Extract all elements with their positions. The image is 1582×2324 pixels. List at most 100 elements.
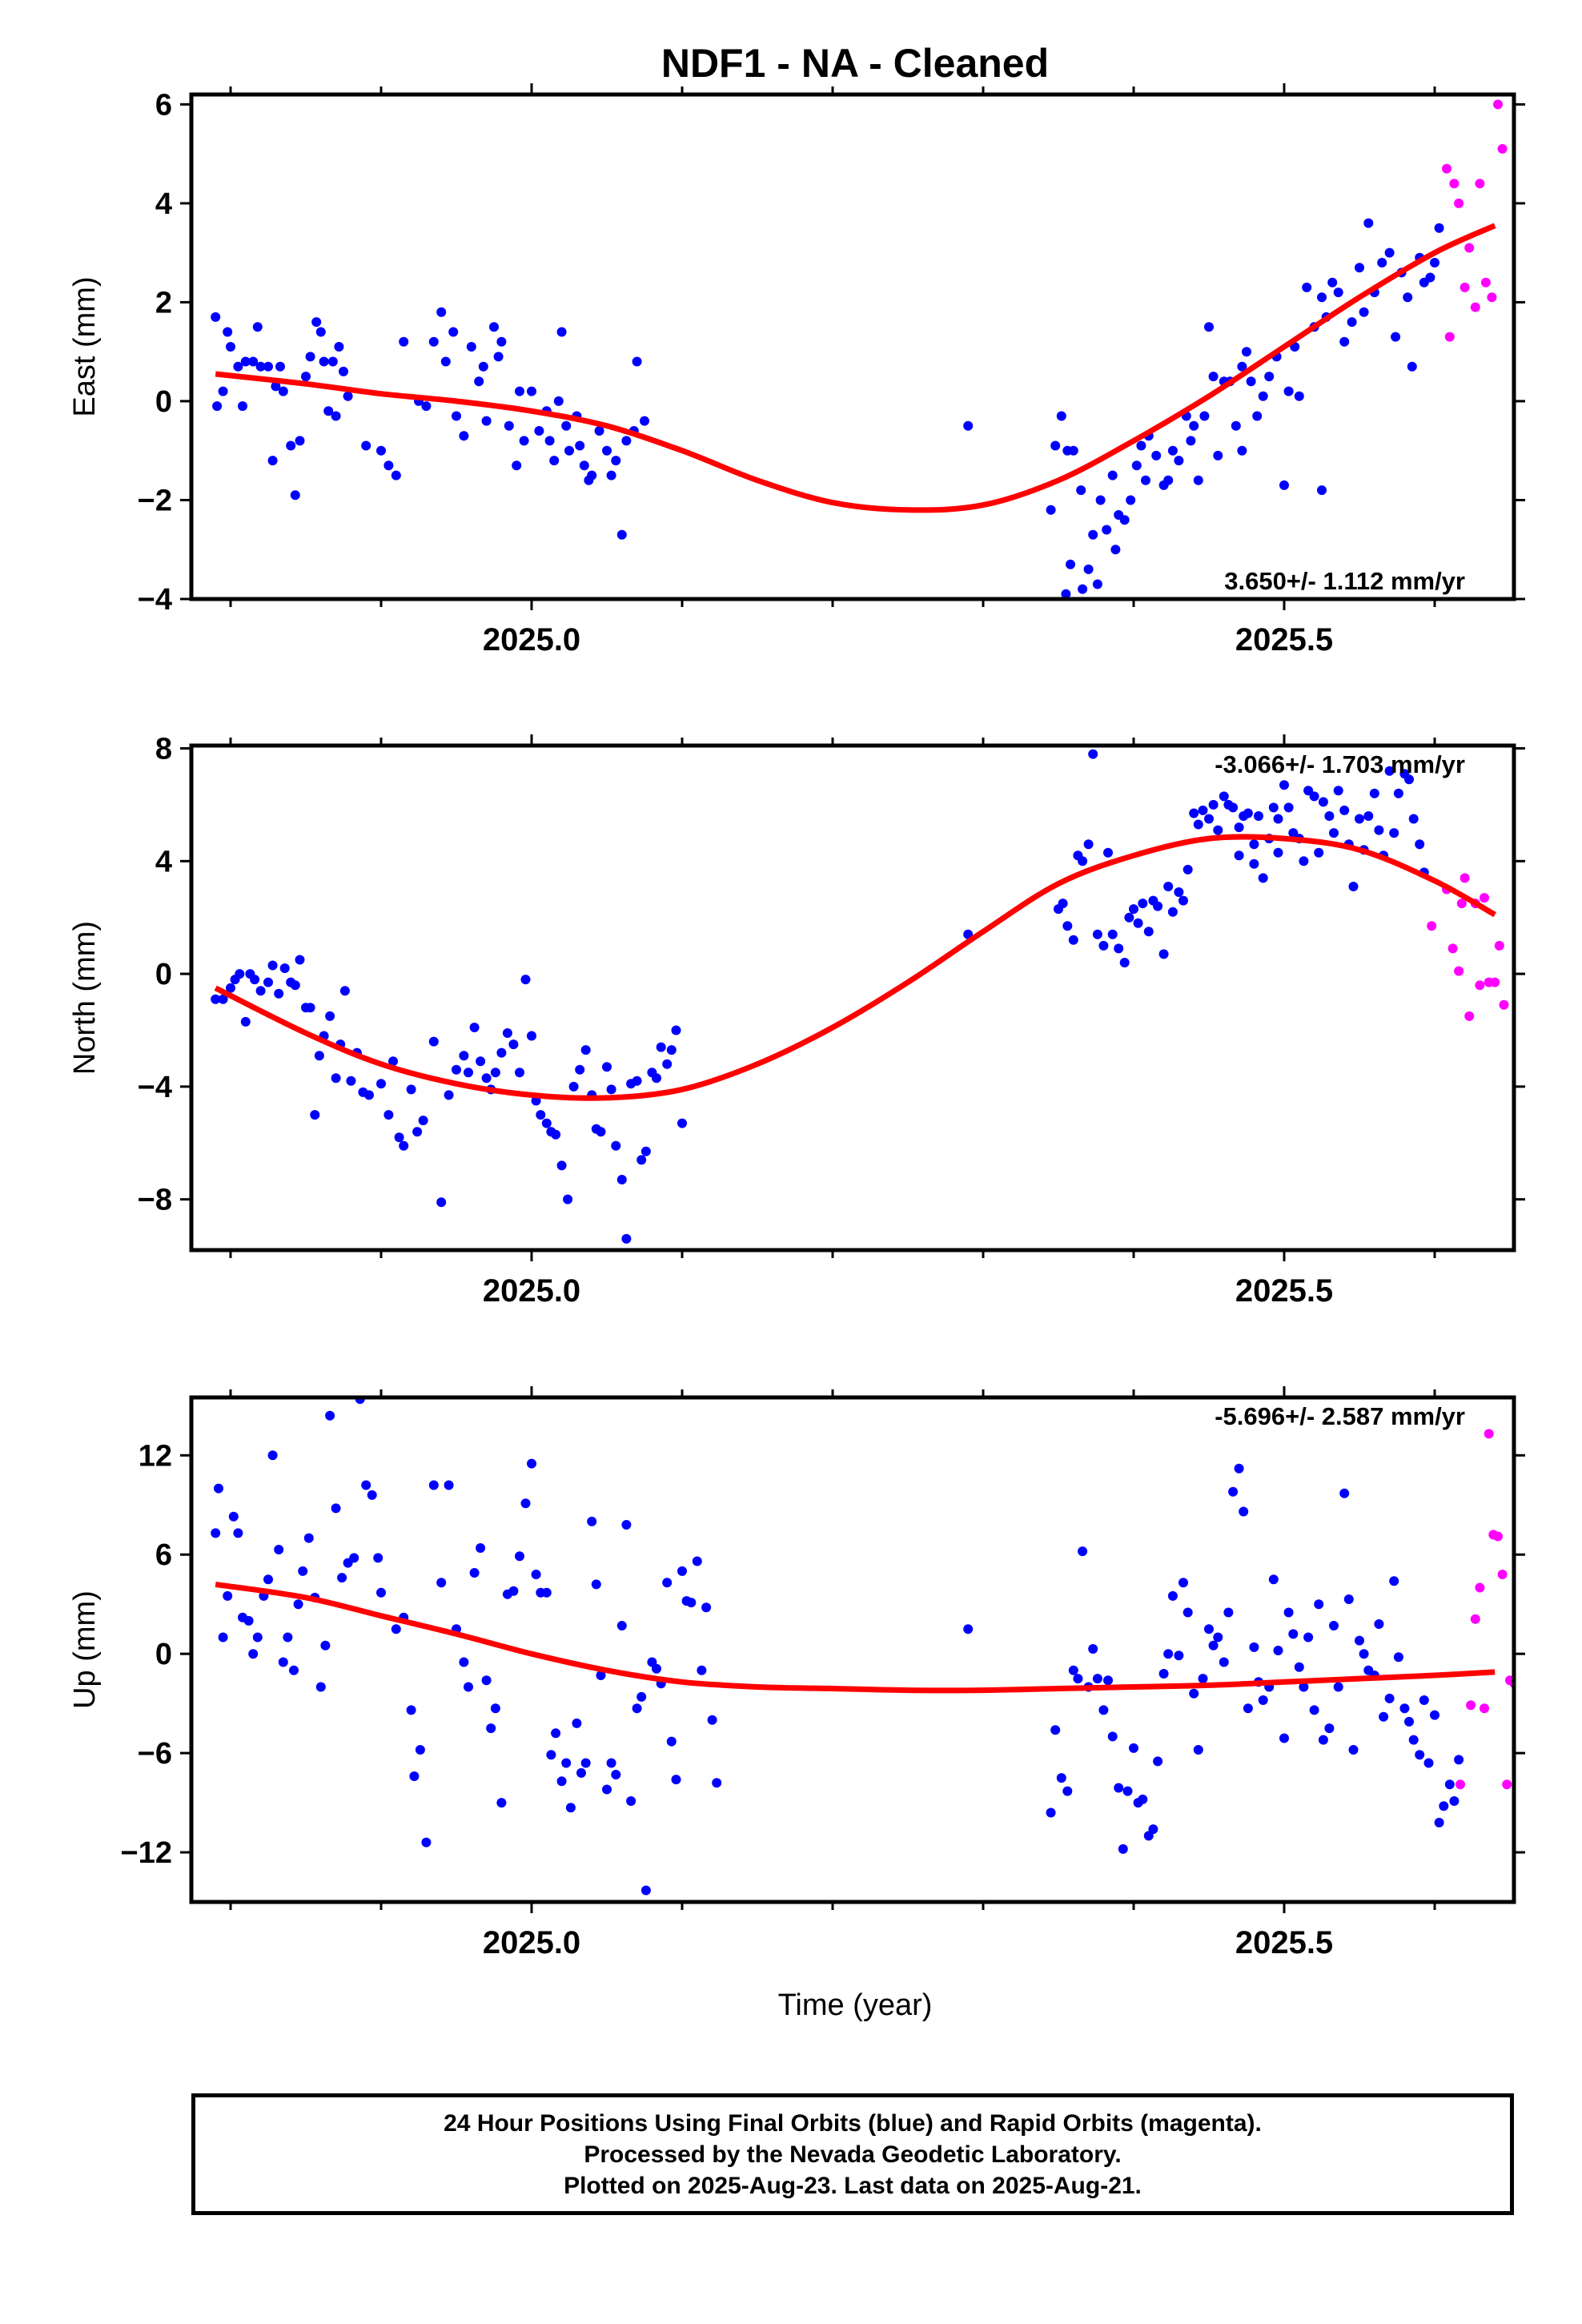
data-point [616,1621,627,1630]
data-point [1288,1629,1299,1639]
data-point [1182,1607,1193,1618]
data-point [1460,282,1470,292]
data-point [235,969,245,979]
data-point [1174,887,1184,897]
data-point [1198,805,1208,815]
data-point [444,1090,454,1100]
data-point [1213,450,1223,460]
data-point [406,1705,416,1715]
data-point [448,327,459,337]
data-point [1502,1779,1512,1790]
data-point [255,361,266,372]
data-point [1447,943,1458,954]
data-point [394,1132,404,1143]
data-point [1254,811,1263,821]
data-point [1415,839,1425,850]
data-layer [211,99,1508,599]
data-point [1309,1705,1319,1715]
data-point [596,1671,606,1680]
data-point [636,1691,647,1702]
data-point [1415,1750,1425,1760]
data-point [248,356,259,367]
data-point [534,426,544,436]
data-point [1425,272,1435,283]
data-point [527,1031,536,1041]
data-point [391,470,401,480]
data-point [1088,529,1098,540]
data-point [652,1663,661,1674]
data-point [286,440,296,451]
data-point [652,1073,661,1084]
series-blue [211,218,1444,599]
data-point [1114,943,1124,954]
data-point [1427,921,1437,931]
data-point [1470,1614,1480,1624]
panel-1: 2025.0 2025.5 −4 −2 0 2 4 6 East (mm) 3.650+/- 1.… [68,83,1525,657]
data-point [579,460,589,471]
data-point [1324,811,1335,821]
data-point [1199,411,1210,421]
data-point [1475,179,1485,189]
data-point [621,1233,632,1244]
data-point [361,440,371,451]
data-point [556,1160,567,1171]
data-point [1283,802,1294,813]
data-point [1098,940,1109,951]
data-point [636,1155,647,1165]
data-point [1107,929,1118,939]
data-point [278,386,288,396]
y-axis-label: East (mm) [68,276,102,416]
data-point [677,1566,687,1576]
data-point [331,1503,341,1514]
data-point [1268,1574,1279,1585]
data-layer [211,1397,1528,1896]
data-point [1299,1682,1309,1692]
data-point [666,1736,677,1747]
data-point [274,988,284,999]
data-point [278,1657,288,1667]
data-point [1088,749,1098,759]
data-point [1138,899,1148,909]
data-point [364,1090,374,1100]
y-tick-label: 6 [155,1538,172,1572]
data-point [428,336,439,347]
data-layer [211,749,1509,1244]
data-point [1107,1731,1118,1742]
data-point [421,401,432,412]
data-point [632,356,642,367]
data-point [1167,445,1178,456]
data-point [1348,1745,1359,1755]
data-point [587,470,597,480]
y-tick-label: −4 [138,583,172,617]
data-point [1294,391,1304,401]
y-axis-label: Up (mm) [68,1590,102,1709]
data-point [1046,505,1056,515]
data-point [346,1076,356,1086]
data-point [1519,1532,1528,1542]
data-point [320,1640,331,1651]
data-point [1062,1786,1073,1796]
data-point [233,361,243,372]
data-point [1264,372,1275,382]
data-point [218,386,228,396]
data-point [1208,799,1219,810]
data-point [1174,1651,1184,1661]
data-point [1363,218,1374,228]
data-point [1151,450,1162,460]
data-point [1078,856,1088,866]
data-point [293,1599,303,1610]
data-point [563,1194,573,1204]
data-point [701,1602,712,1613]
data-point [440,356,451,367]
data-point [436,1197,447,1208]
data-point [1249,858,1259,869]
data-point [1126,495,1136,505]
footer-line-2: Processed by the Nevada Geodetic Laborat… [584,2141,1122,2168]
data-point [325,1011,335,1021]
data-point [315,1682,326,1692]
data-point [1252,411,1263,421]
panel-frame [189,743,1516,1252]
data-point [493,352,504,362]
data-point [274,1545,284,1554]
data-point [263,977,273,987]
